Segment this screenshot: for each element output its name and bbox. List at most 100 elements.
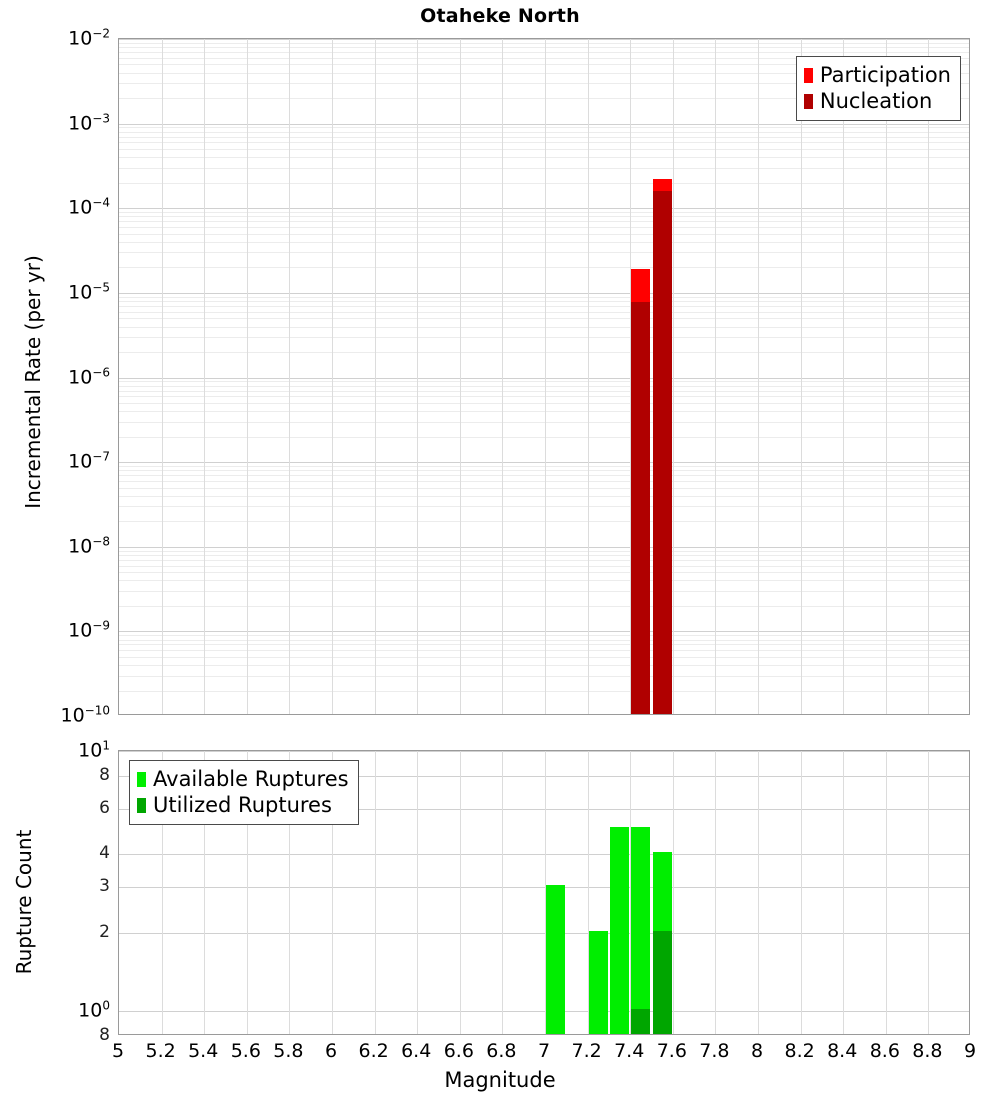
gridline-horizontal-minor (119, 212, 969, 214)
gridline-horizontal-minor (119, 318, 969, 320)
gridline-horizontal-minor (119, 656, 969, 658)
y-tick-label: 10−4 (68, 195, 110, 219)
gridline-horizontal-minor (119, 559, 969, 561)
gridline-horizontal-minor (119, 402, 969, 404)
gridline-horizontal-minor (119, 64, 969, 66)
gridline-horizontal-minor (119, 421, 969, 423)
gridline-horizontal-minor (119, 554, 969, 556)
gridline-horizontal (119, 886, 969, 888)
gridline-vertical (672, 751, 674, 1034)
gridline-horizontal-minor (119, 57, 969, 59)
x-tick-label: 8.4 (827, 1040, 858, 1062)
gridline-vertical (758, 39, 759, 714)
gridline-horizontal-minor (119, 127, 969, 129)
legend-swatch-icon (803, 67, 813, 83)
gridline-horizontal-minor (119, 690, 969, 692)
gridline-vertical (672, 39, 674, 714)
gridline-horizontal-minor (119, 580, 969, 582)
gridline-horizontal-minor (119, 411, 969, 413)
bar-utilized-ruptures (652, 930, 672, 1034)
gridline-horizontal-minor (119, 381, 969, 383)
gridline-horizontal-minor (119, 142, 969, 144)
gridline-horizontal (119, 1010, 969, 1012)
gridline-horizontal-minor (119, 136, 969, 138)
y-tick-label: 10−10 (60, 703, 110, 727)
gridline-vertical (800, 39, 802, 714)
x-tick-label: 6.2 (358, 1040, 389, 1062)
gridline-horizontal (119, 631, 969, 633)
gridline-vertical (928, 39, 930, 714)
legend-item[interactable]: Utilized Ruptures (137, 792, 349, 818)
legend-item[interactable]: Nucleation (803, 88, 951, 114)
gridline-vertical (332, 39, 333, 714)
legend-swatch-icon (137, 771, 146, 787)
legend-incremental-rate: Participation Nucleation (795, 56, 961, 121)
x-tick-label: 7 (537, 1040, 551, 1062)
gridline-horizontal-minor (119, 83, 969, 85)
gridline-horizontal-minor (119, 157, 969, 159)
gridline-horizontal-minor (119, 52, 969, 54)
gridline-vertical (374, 39, 376, 714)
x-tick-label: 8.6 (869, 1040, 900, 1062)
x-tick-label: 8.8 (912, 1040, 943, 1062)
gridline-vertical (289, 39, 291, 714)
gridline-horizontal-minor (119, 385, 969, 387)
bar-available-ruptures (631, 827, 651, 1034)
gridline-vertical (204, 39, 206, 714)
gridline-horizontal-minor (119, 233, 969, 235)
gridline-horizontal (119, 854, 969, 856)
x-tick-label: 7.2 (571, 1040, 602, 1062)
y-tick-label: 10−9 (68, 618, 110, 643)
y-tick-label: 6 (99, 797, 110, 818)
legend-item[interactable]: Available Ruptures (137, 766, 349, 792)
gridline-vertical (715, 751, 717, 1034)
gridline-horizontal-minor (119, 42, 969, 44)
gridline-horizontal-minor (119, 495, 969, 497)
gridline-vertical (417, 751, 419, 1034)
y-axis-label-top: Incremental Rate (per yr) (21, 255, 45, 509)
plot-panel-rupture-count: Available Ruptures Utilized Ruptures (118, 750, 970, 1035)
x-tick-label: 7.8 (699, 1040, 730, 1062)
gridline-horizontal-minor (119, 521, 969, 523)
gridline-vertical (459, 39, 461, 714)
gridline-horizontal-minor (119, 565, 969, 567)
x-tick-label: 7.4 (614, 1040, 645, 1062)
gridline-horizontal-minor (119, 487, 969, 489)
x-tick-label: 6.8 (486, 1040, 517, 1062)
gridline-vertical (332, 751, 333, 1034)
gridline-vertical (928, 751, 930, 1034)
gridline-horizontal-minor (119, 47, 969, 49)
x-tick-label: 6 (324, 1040, 338, 1062)
gridline-horizontal (119, 932, 969, 934)
bar-nucleation (652, 191, 672, 714)
gridline-vertical (843, 39, 845, 714)
gridline-vertical (587, 751, 589, 1034)
bar-available-ruptures (546, 884, 566, 1034)
gridline-horizontal-minor (119, 506, 969, 508)
legend-item-label: Participation (819, 62, 951, 87)
gridline-horizontal-minor (119, 98, 969, 100)
gridline-horizontal (119, 123, 969, 125)
gridline-horizontal (119, 377, 969, 379)
gridline-vertical (758, 751, 759, 1034)
bar-utilized-ruptures (631, 1008, 651, 1034)
x-tick-label: 6.4 (401, 1040, 432, 1062)
gridline-horizontal-minor (119, 665, 969, 667)
gridline-horizontal-minor (119, 72, 969, 74)
gridline-horizontal-minor (119, 167, 969, 169)
x-tick-label: 5.6 (230, 1040, 261, 1062)
bar-available-ruptures (588, 930, 608, 1034)
gridline-horizontal-minor (119, 390, 969, 392)
gridline-vertical (843, 751, 845, 1034)
legend-item[interactable]: Participation (803, 62, 951, 88)
x-axis-label: Magnitude (444, 1068, 556, 1092)
gridline-horizontal-minor (119, 465, 969, 467)
gridline-horizontal-minor (119, 605, 969, 607)
gridline-horizontal-minor (119, 590, 969, 592)
y-axis-label-bottom: Rupture Count (12, 829, 36, 975)
legend-swatch-icon (137, 797, 146, 813)
gridline-horizontal-minor (119, 311, 969, 313)
y-tick-label: 10−5 (68, 280, 110, 304)
bars-bottom (119, 751, 969, 1034)
